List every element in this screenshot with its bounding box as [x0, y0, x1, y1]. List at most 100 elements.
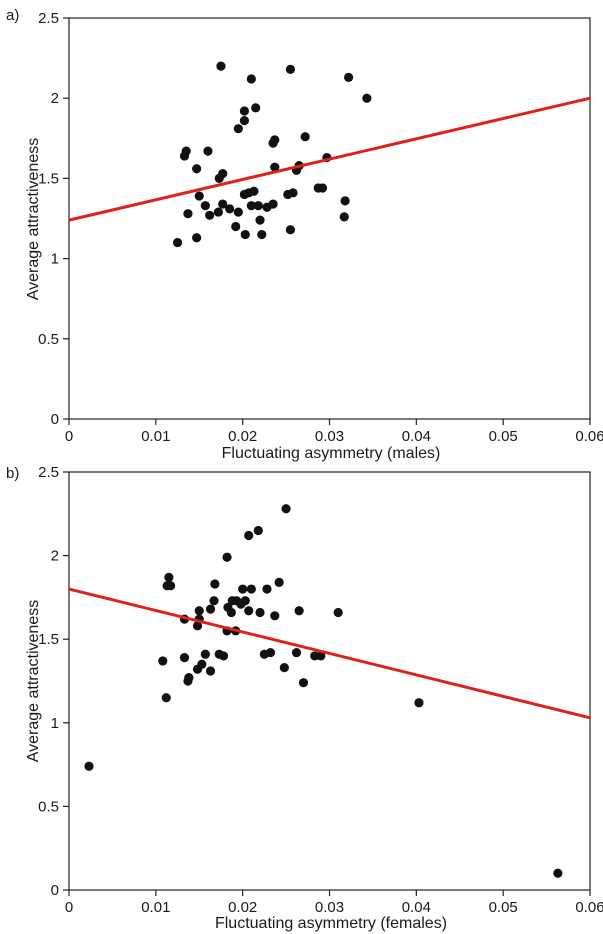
data-point — [218, 651, 229, 661]
data-point — [240, 229, 250, 240]
data-point — [265, 647, 276, 658]
x-tick-label: 0.03 — [315, 428, 344, 445]
data-point — [244, 530, 254, 541]
data-point — [164, 572, 174, 582]
data-point — [225, 204, 235, 214]
x-tick-label: 0.02 — [228, 428, 257, 445]
data-point — [210, 579, 220, 589]
data-point — [200, 201, 210, 211]
data-point — [200, 649, 210, 659]
data-point — [251, 103, 261, 113]
data-point — [203, 146, 213, 156]
data-point — [246, 74, 256, 84]
regression-line — [68, 96, 591, 222]
y-tick-label: 1 — [51, 251, 59, 268]
x-tick-label: 0 — [65, 428, 73, 445]
data-point — [294, 606, 304, 616]
data-point — [288, 188, 298, 198]
data-point — [339, 212, 349, 222]
data-point — [183, 209, 193, 219]
data-point — [255, 215, 265, 225]
data-point — [285, 225, 296, 235]
x-tick-label: 0.03 — [315, 899, 344, 916]
y-tick-label: 1 — [51, 715, 59, 732]
data-point — [233, 124, 243, 134]
x-axis-label: Fluctuating asymmetry (females) — [215, 915, 447, 932]
y-axis-label: Average attractiveness — [25, 600, 42, 762]
data-point — [281, 504, 291, 514]
x-tick-label: 0.05 — [489, 428, 518, 445]
data-point — [209, 596, 219, 606]
data-point — [362, 93, 372, 103]
y-tick-label: 2.5 — [38, 464, 59, 481]
x-tick-label: 0.04 — [402, 428, 431, 445]
x-tick-label: 0 — [65, 899, 73, 916]
data-point — [161, 693, 171, 703]
data-point — [246, 584, 256, 594]
data-point — [340, 196, 350, 206]
data-point — [226, 607, 236, 618]
plot-frame — [68, 17, 591, 420]
data-point — [194, 191, 204, 201]
data-point — [253, 201, 263, 211]
x-tick-label: 0.06 — [575, 899, 603, 916]
y-tick-label: 0 — [51, 882, 59, 899]
data-point — [285, 64, 296, 74]
data-point — [172, 237, 183, 248]
data-point — [300, 132, 310, 142]
x-tick-label: 0.02 — [228, 899, 257, 916]
data-point — [218, 199, 228, 209]
x-tick-label: 0.06 — [575, 428, 603, 445]
data-point — [253, 525, 263, 536]
data-point — [205, 210, 215, 220]
data-point — [333, 607, 343, 618]
data-point — [239, 116, 250, 126]
y-axis-label: Average attractiveness — [25, 138, 42, 300]
data-point — [291, 647, 302, 658]
data-point — [268, 138, 278, 148]
data-point — [84, 761, 94, 771]
data-point — [233, 207, 243, 217]
y-tick-label: 0.5 — [38, 331, 59, 348]
y-tick-label: 2 — [51, 90, 59, 107]
data-point — [274, 577, 284, 587]
data-point — [414, 698, 424, 708]
data-point — [222, 552, 232, 562]
data-point — [158, 656, 168, 666]
chart-panel-b: 0 0.01 0.02 0.03 0.04 0.05 0.06 0 0.5 1 1.5 2 2.5 Flu… — [6, 464, 603, 932]
regression-line — [68, 587, 591, 720]
data-point — [257, 229, 267, 240]
y-tick-label: 0.5 — [38, 798, 59, 815]
y-tick-label: 1.5 — [38, 631, 59, 648]
y-tick-label: 0 — [51, 411, 59, 428]
data-point — [270, 611, 280, 621]
panel-label: a) — [6, 7, 19, 24]
data-point — [238, 584, 248, 594]
x-tick-label: 0.01 — [141, 428, 170, 445]
y-tick-label: 2.5 — [38, 10, 59, 27]
data-point — [183, 676, 193, 686]
data-point — [553, 868, 563, 878]
x-axis-label: Fluctuating asymmetry (males) — [222, 445, 441, 462]
data-point — [240, 596, 250, 606]
data-point — [192, 621, 203, 631]
data-point — [179, 652, 190, 663]
x-tick-label: 0.04 — [402, 899, 431, 916]
x-tick-label: 0.05 — [489, 899, 518, 916]
data-point — [192, 664, 203, 674]
data-point — [270, 162, 280, 172]
data-point — [192, 164, 202, 174]
plot-frame — [68, 471, 591, 891]
data-point — [317, 183, 328, 193]
y-tick-label: 1.5 — [38, 170, 59, 187]
data-point — [298, 678, 309, 688]
data-point — [262, 584, 272, 594]
data-point — [239, 106, 250, 116]
data-point — [246, 201, 256, 211]
data-point — [279, 663, 289, 673]
panel-label: b) — [6, 465, 19, 482]
data-point — [205, 604, 216, 614]
data-point — [214, 173, 224, 183]
x-tick-label: 0.01 — [141, 899, 170, 916]
